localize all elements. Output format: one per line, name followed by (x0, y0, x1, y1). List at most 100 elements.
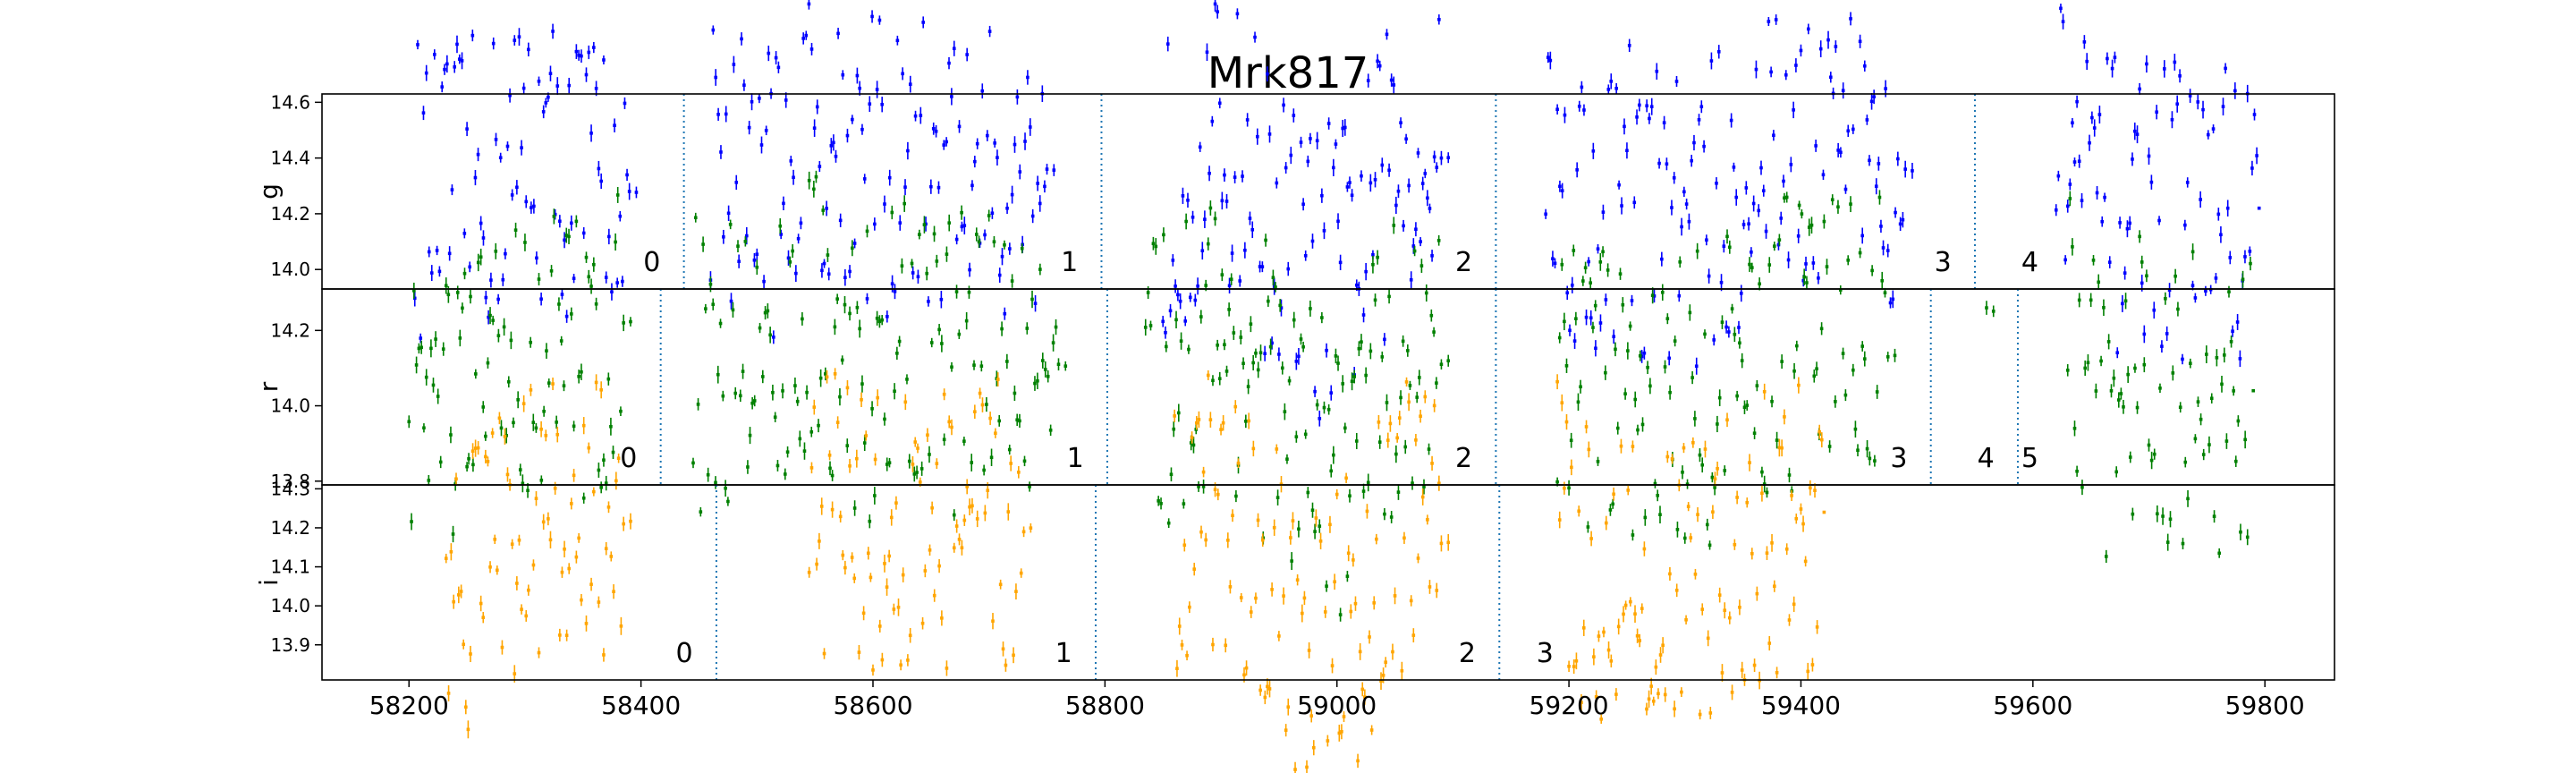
data-point (1341, 126, 1345, 131)
data-point (1584, 425, 1589, 429)
data-point (1717, 593, 1722, 597)
data-point (1303, 254, 1308, 258)
data-point (1797, 203, 1801, 208)
data-point (1680, 225, 1683, 229)
data-point (1631, 445, 1635, 448)
data-point (1806, 27, 1810, 31)
data-point (476, 260, 480, 265)
data-point (1407, 183, 1411, 188)
data-point (696, 403, 700, 406)
data-point (983, 511, 987, 515)
data-point (860, 397, 863, 402)
data-point (1849, 202, 1852, 206)
data-point (410, 520, 413, 523)
data-point (2183, 223, 2187, 227)
data-point (564, 234, 569, 237)
data-point (861, 611, 866, 616)
data-point (894, 501, 898, 505)
data-point (937, 564, 941, 568)
data-point (1784, 547, 1789, 551)
data-point (1802, 275, 1806, 279)
data-point (1548, 58, 1553, 63)
data-point (1436, 238, 1441, 242)
data-point (1817, 276, 1820, 280)
data-point (724, 112, 728, 116)
x-tick-label: 59400 (1761, 691, 1841, 720)
data-point (1193, 298, 1198, 302)
data-point (2145, 274, 2148, 278)
data-point (743, 240, 748, 243)
data-point (1297, 354, 1301, 359)
data-point (1326, 739, 1330, 743)
data-point (493, 538, 497, 541)
data-point (518, 468, 522, 471)
data-point (1599, 717, 1604, 721)
data-point (1706, 636, 1710, 641)
data-point (1576, 400, 1580, 404)
data-point (555, 420, 558, 424)
data-point (1315, 139, 1319, 143)
data-point (862, 441, 867, 445)
segment-label: 0 (643, 247, 660, 278)
data-point (1383, 337, 1386, 342)
data-point (848, 311, 852, 316)
data-point (1815, 625, 1819, 629)
data-point (531, 420, 536, 424)
data-point (1629, 599, 1632, 604)
data-point (1220, 199, 1224, 203)
data-point (1725, 234, 1729, 239)
data-point (826, 272, 831, 276)
data-point (802, 449, 807, 453)
data-point (486, 460, 490, 463)
data-point (1725, 418, 1729, 422)
data-point (860, 127, 864, 132)
data-point (445, 62, 449, 66)
data-point (1186, 199, 1190, 202)
data-point (1572, 249, 1576, 252)
panel-g: 14.014.214.414.6g0 1 2 3 4 (254, 0, 2335, 427)
y-tick-label: 14.3 (270, 478, 310, 499)
data-point (2147, 443, 2151, 447)
data-point (875, 316, 879, 320)
data-point (922, 223, 927, 226)
data-point (1247, 419, 1250, 423)
data-point (1243, 248, 1247, 252)
data-point (852, 576, 857, 581)
data-point (1190, 436, 1194, 439)
data-point (930, 505, 934, 510)
data-point (438, 460, 443, 464)
data-point (1729, 118, 1733, 123)
data-point (1645, 707, 1648, 711)
data-point (906, 658, 910, 662)
data-point (587, 446, 591, 450)
data-point (1586, 525, 1590, 529)
data-point (1408, 384, 1412, 387)
data-point (907, 459, 911, 463)
data-point (815, 562, 818, 566)
data-point (1623, 603, 1628, 607)
data-point (2131, 512, 2135, 516)
data-point (1375, 537, 1378, 541)
data-point (1606, 268, 1610, 272)
data-point (1546, 55, 1550, 59)
data-point (1794, 64, 1798, 67)
data-point (449, 433, 453, 437)
data-point (1717, 395, 1722, 400)
data-point (1036, 182, 1039, 185)
data-point (1271, 276, 1275, 280)
data-point (1213, 217, 1217, 221)
data-point (1684, 202, 1689, 206)
data-point (1148, 324, 1153, 327)
data-point (838, 514, 843, 519)
data-point (880, 658, 885, 662)
data-point (2116, 398, 2121, 402)
data-point (1752, 663, 1757, 667)
data-point (532, 204, 536, 208)
data-point (812, 187, 816, 191)
data-point (970, 504, 974, 508)
data-point (899, 663, 902, 667)
data-point (801, 317, 804, 321)
data-point (1432, 403, 1436, 408)
data-point (934, 129, 938, 133)
data-point (760, 375, 765, 378)
